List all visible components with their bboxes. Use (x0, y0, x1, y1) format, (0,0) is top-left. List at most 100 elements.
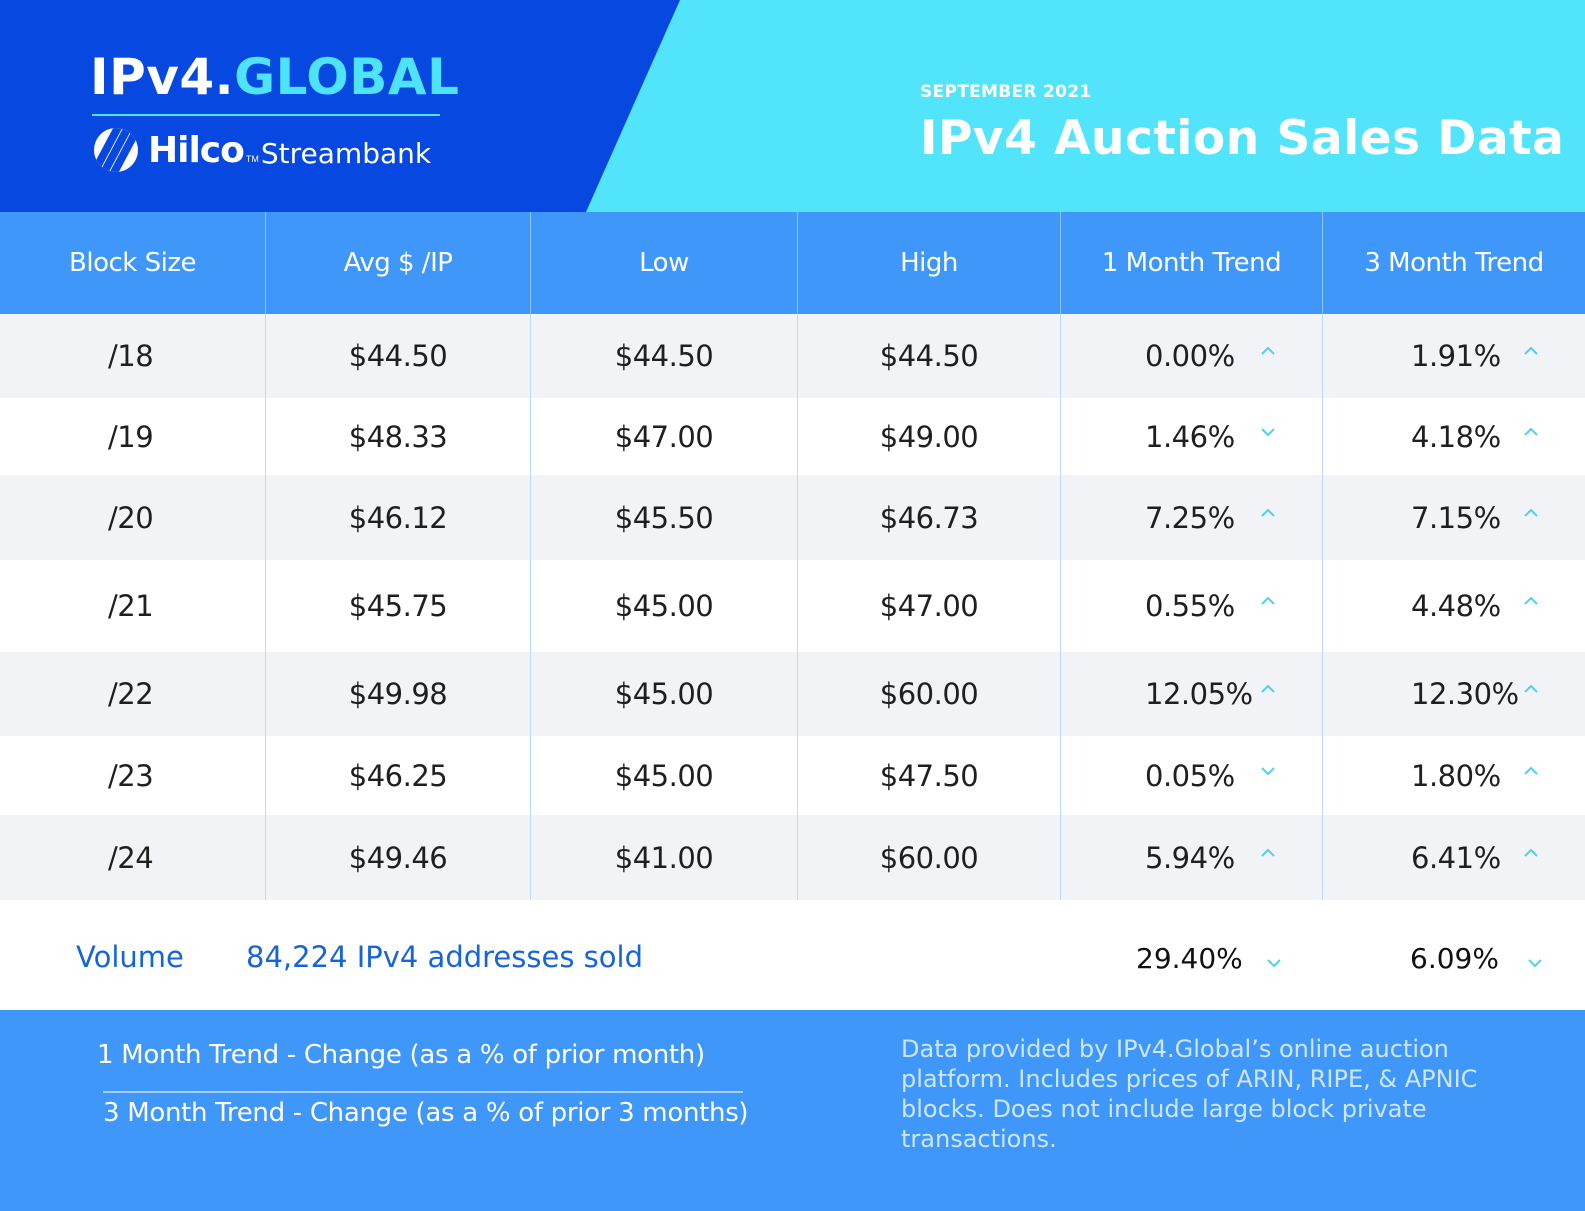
volume-summary: Volume 84,224 IPv4 addresses sold 29.40%… (0, 907, 1585, 1010)
one-month-trend-value: 5.94% (1145, 840, 1235, 875)
three-month-trend-cell: 1.91% (1323, 314, 1585, 398)
chevron-down-icon (1260, 766, 1276, 776)
three-month-trend-cell: 7.15% (1323, 475, 1585, 560)
data-source-note: Data provided by IPv4.Global’s online au… (901, 1035, 1478, 1153)
one-month-trend-cell: 12.05% (1061, 652, 1323, 736)
high-price-cell: $47.50 (798, 736, 1061, 815)
chevron-down-icon (1527, 955, 1543, 973)
table-row: /24 $49.46 $41.00 $60.00 5.94% 6.41% (0, 815, 1585, 900)
table-body: /18 $44.50 $44.50 $44.50 0.00% 1.91%/19 $48.33… (0, 314, 1585, 900)
one-month-trend-cell: 0.00% (1061, 314, 1323, 398)
block-size-cell: /18 (0, 314, 266, 398)
block-size-cell: /21 (0, 560, 266, 652)
column-header-3-month-trend: 3 Month Trend (1364, 248, 1544, 278)
three-month-trend-value: 1.80% (1411, 758, 1501, 793)
legend-divider (103, 1091, 743, 1093)
chevron-up-icon (1523, 848, 1539, 858)
one-month-trend-cell: 7.25% (1061, 475, 1323, 560)
table-row: /23 $46.25 $45.00 $47.50 0.05% 1.80% (0, 736, 1585, 815)
block-size-cell: /24 (0, 815, 266, 900)
chevron-up-icon (1260, 684, 1276, 694)
column-header-1-month-trend: 1 Month Trend (1061, 212, 1323, 314)
table-header-row: Block Size Avg $ /IP Low High 1 Month Tr… (0, 212, 1585, 314)
low-price-cell: $44.50 (531, 314, 798, 398)
block-size-cell: /22 (0, 652, 266, 736)
block-size-cell: /20 (0, 475, 266, 560)
one-month-trend-value: 0.00% (1145, 339, 1235, 373)
ipv4-global-logo: IPv4.GLOBAL (90, 48, 460, 106)
chevron-up-icon (1260, 346, 1276, 356)
one-month-trend-cell: 0.55% (1061, 560, 1323, 652)
footer-legend: 1 Month Trend - Change (as a % of prior … (0, 1010, 1585, 1211)
header-brand-panel (0, 0, 680, 212)
one-month-trend-cell: 1.46% (1061, 398, 1323, 475)
chevron-up-icon (1523, 684, 1539, 694)
low-price-cell: $41.00 (531, 815, 798, 900)
avg-price-cell: $44.50 (266, 314, 531, 398)
chevron-up-icon (1260, 848, 1276, 858)
three-month-trend-cell: 4.18% (1323, 398, 1585, 475)
column-header-high: High (798, 212, 1061, 314)
table-row: /20 $46.12 $45.50 $46.73 7.25% 7.15% (0, 475, 1585, 560)
chevron-up-icon (1260, 596, 1276, 606)
avg-price-cell: $45.75 (266, 560, 531, 652)
one-month-trend-value: 12.05% (1145, 677, 1253, 711)
chevron-down-icon (1260, 427, 1276, 437)
chevron-up-icon (1260, 508, 1276, 518)
one-month-trend-value: 0.55% (1145, 589, 1235, 623)
one-month-trend-cell: 0.05% (1061, 736, 1323, 815)
report-month: SEPTEMBER 2021 (920, 82, 1092, 102)
three-month-trend-value: 7.15% (1411, 500, 1501, 535)
three-month-trend-value: 4.48% (1411, 589, 1501, 623)
volume-value: 84,224 IPv4 addresses sold (246, 940, 643, 974)
one-month-trend-value: 1.46% (1145, 419, 1235, 454)
high-price-cell: $46.73 (798, 475, 1061, 560)
high-price-cell: $60.00 (798, 652, 1061, 736)
avg-price-cell: $49.46 (266, 815, 531, 900)
chevron-down-icon (1266, 955, 1282, 973)
low-price-cell: $45.00 (531, 652, 798, 736)
table-row: /18 $44.50 $44.50 $44.50 0.00% 1.91% (0, 314, 1585, 398)
table-row: /22 $49.98 $45.00 $60.00 12.05% 12.30% (0, 652, 1585, 736)
chevron-up-icon (1523, 596, 1539, 606)
three-month-trend-cell: 4.48% (1323, 560, 1585, 652)
auction-sales-table: Block Size Avg $ /IP Low High 1 Month Tr… (0, 212, 1585, 900)
header-banner: IPv4.GLOBAL Hilco TM Streambank SEPTEMBE… (0, 0, 1585, 212)
avg-price-cell: $49.98 (266, 652, 531, 736)
high-price-cell: $60.00 (798, 815, 1061, 900)
block-size-cell: /19 (0, 398, 266, 475)
chevron-up-icon (1523, 766, 1539, 776)
one-month-trend-value: 0.05% (1145, 758, 1235, 793)
volume-label: Volume (76, 940, 184, 974)
low-price-cell: $45.50 (531, 475, 798, 560)
volume-3-month-trend: 6.09% (1410, 942, 1499, 975)
table-row: /19 $48.33 $47.00 $49.00 1.46% 4.18% (0, 398, 1585, 475)
column-header-block-size: Block Size (0, 212, 266, 314)
low-price-cell: $45.00 (531, 560, 798, 652)
hilco-streambank-logo: Hilco TM Streambank (94, 128, 431, 172)
column-header-avg: Avg $ /IP (266, 212, 531, 314)
high-price-cell: $44.50 (798, 314, 1061, 398)
high-price-cell: $49.00 (798, 398, 1061, 475)
avg-price-cell: $46.25 (266, 736, 531, 815)
one-month-trend-value: 7.25% (1145, 500, 1235, 535)
legend-3-month-trend: 3 Month Trend - Change (as a % of prior … (103, 1098, 749, 1128)
table-row: /21 $45.75 $45.00 $47.00 0.55% 4.48% (0, 560, 1585, 652)
chevron-up-icon (1523, 346, 1539, 356)
three-month-trend-cell: 6.41% (1323, 815, 1585, 900)
column-header-low: Low (531, 212, 798, 314)
one-month-trend-cell: 5.94% (1061, 815, 1323, 900)
chevron-up-icon (1523, 508, 1539, 518)
chevron-up-icon (1523, 427, 1539, 437)
low-price-cell: $45.00 (531, 736, 798, 815)
three-month-trend-value: 1.91% (1411, 339, 1501, 373)
legend-1-month-trend: 1 Month Trend - Change (as a % of prior … (97, 1040, 705, 1070)
volume-1-month-trend: 29.40% (1136, 942, 1243, 975)
block-size-cell: /23 (0, 736, 266, 815)
low-price-cell: $47.00 (531, 398, 798, 475)
three-month-trend-value: 12.30% (1411, 677, 1519, 711)
three-month-trend-cell: 12.30% (1323, 652, 1585, 736)
three-month-trend-value: 6.41% (1411, 840, 1501, 875)
three-month-trend-cell: 1.80% (1323, 736, 1585, 815)
three-month-trend-value: 4.18% (1411, 419, 1501, 454)
